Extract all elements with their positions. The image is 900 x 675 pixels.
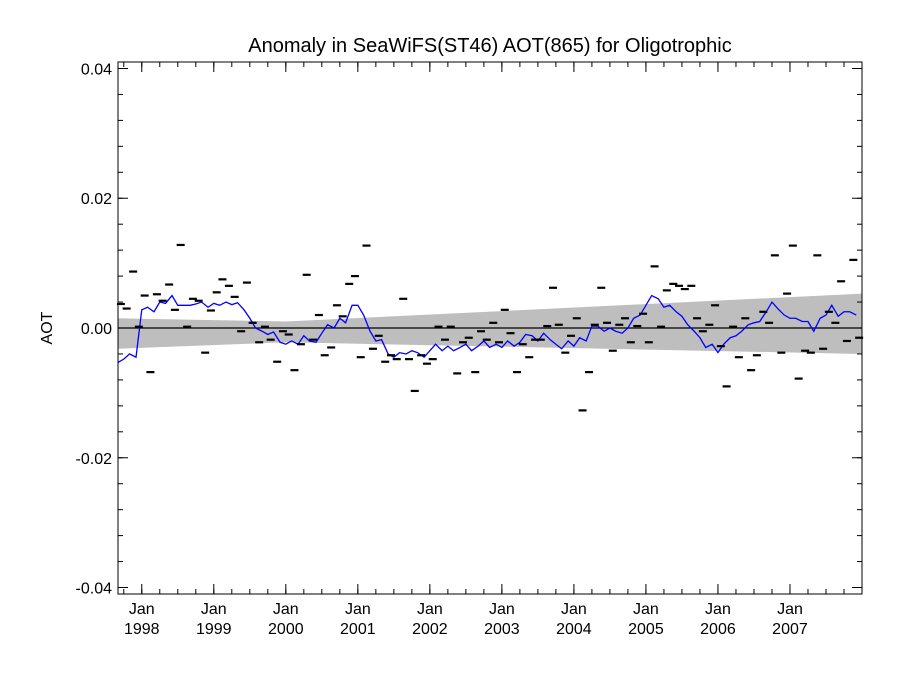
monthly-points-layer [116,243,864,412]
x-tick-label-month: Jan [417,601,443,618]
y-tick-label: -0.02 [76,451,113,468]
x-tick-label-month: Jan [777,601,803,618]
x-tick-label-month: Jan [633,601,659,618]
axes-layer: -0.04 -0.02 0.00 0.02 0.04 Jan 1998 Jan 1999 Jan 2… [76,61,863,638]
x-tick-label-year: 2007 [772,621,808,638]
y-axis-label: AOT [39,311,56,344]
x-tick-label-month: Jan [345,601,371,618]
x-tick-label-month: Jan [489,601,515,618]
smoothed-series-line [118,294,857,363]
x-tick-label-month: Jan [129,601,155,618]
x-tick-label-month: Jan [705,601,731,618]
x-tick-label-year: 2006 [700,621,736,638]
y-tick-label: 0.04 [81,61,112,78]
x-tick-label-year: 2000 [268,621,304,638]
x-tick-label-year: 2001 [340,621,376,638]
x-tick-label-month: Jan [201,601,227,618]
x-tick-label-year: 2002 [412,621,448,638]
y-tick-label: -0.04 [76,581,113,598]
x-tick-label-year: 2005 [628,621,664,638]
x-tick-label-month: Jan [561,601,587,618]
y-tick-label: 0.02 [81,191,112,208]
x-tick-label-year: 1998 [124,621,160,638]
x-tick-label-year: 1999 [196,621,232,638]
x-tick-label-month: Jan [273,601,299,618]
y-tick-label: 0.00 [81,321,112,338]
x-tick-label-year: 2003 [484,621,520,638]
chart-title: Anomaly in SeaWiFS(ST46) AOT(865) for Ol… [248,35,732,57]
x-tick-label-year: 2004 [556,621,592,638]
smoothed-series-layer [118,294,857,363]
